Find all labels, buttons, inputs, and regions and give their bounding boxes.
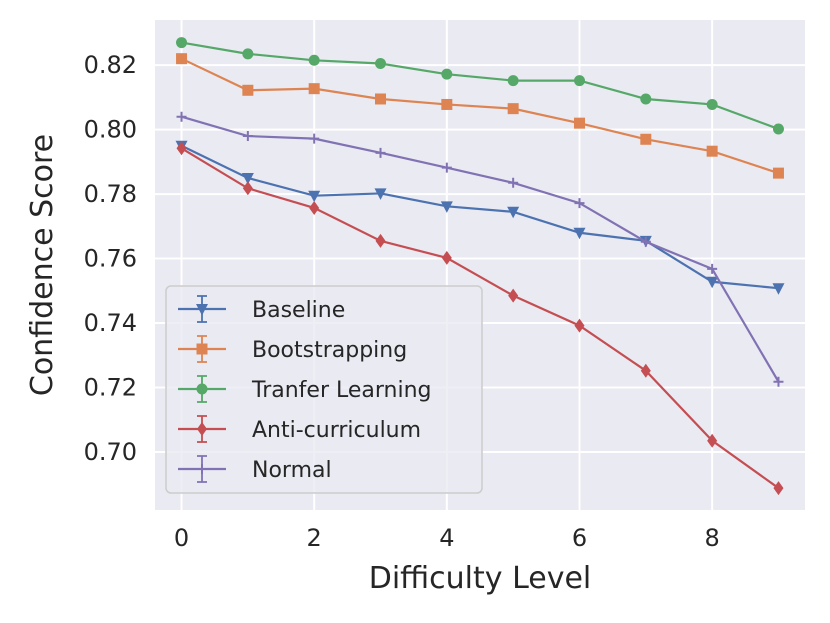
legend-marker [196, 383, 208, 395]
legend-marker [197, 422, 207, 436]
data-point-tranfer-learning [242, 48, 254, 60]
series-layer [175, 37, 785, 496]
data-point-tranfer-learning [706, 98, 718, 110]
tick-labels: 0 2 4 6 8 0.70 0.72 0.74 0.76 0.78 0.80 0.82 [84, 51, 720, 552]
data-point-bootstrapping [573, 117, 585, 129]
x-tick-label: 8 [705, 524, 720, 552]
series-line-anti-curriculum [180, 147, 780, 489]
data-point-normal [242, 131, 253, 142]
legend-marker [197, 464, 207, 474]
data-point-tranfer-learning [308, 54, 320, 66]
data-point-bootstrapping [375, 93, 387, 105]
data-point-normal [574, 198, 585, 209]
data-point-anti-curriculum [707, 433, 718, 448]
data-point-normal [508, 177, 519, 188]
y-tick-label: 0.78 [84, 180, 137, 208]
data-point-bootstrapping [706, 145, 718, 157]
data-point-tranfer-learning [441, 68, 453, 80]
legend-label: Bootstrapping [252, 338, 407, 363]
legend-label: Tranfer Learning [251, 378, 432, 403]
data-point-bootstrapping [242, 84, 254, 96]
data-point-baseline [440, 201, 453, 213]
y-tick-label: 0.74 [84, 309, 137, 337]
data-point-normal [375, 147, 386, 158]
data-point-anti-curriculum [773, 481, 784, 496]
data-point-baseline [374, 188, 387, 200]
data-point-bootstrapping [640, 133, 652, 145]
data-point-bootstrapping [308, 83, 320, 95]
data-point-tranfer-learning [375, 58, 387, 70]
legend-entry-normal: Normal [178, 455, 332, 483]
data-point-bootstrapping [507, 103, 519, 115]
y-tick-label: 0.76 [84, 245, 137, 273]
data-point-normal [707, 263, 718, 274]
x-axis-label: Difficulty Level [369, 561, 592, 596]
legend-label: Normal [252, 458, 332, 483]
series-bootstrapping [176, 53, 784, 179]
data-point-bootstrapping [176, 53, 188, 65]
y-axis-label: Confidence Score [25, 134, 60, 396]
data-point-tranfer-learning [176, 37, 188, 49]
series-line-baseline [181, 144, 779, 290]
data-point-bootstrapping [441, 98, 453, 110]
data-point-tranfer-learning [640, 93, 652, 105]
data-point-baseline [772, 283, 785, 295]
data-point-anti-curriculum [242, 181, 253, 196]
series-line-bootstrapping [181, 57, 779, 175]
data-point-anti-curriculum [176, 141, 187, 156]
data-point-tranfer-learning [507, 75, 519, 87]
data-point-tranfer-learning [772, 123, 784, 135]
legend-marker [196, 304, 208, 316]
data-point-anti-curriculum [441, 250, 452, 265]
data-point-normal [441, 162, 452, 173]
data-point-normal [640, 236, 651, 247]
data-point-baseline [507, 206, 520, 219]
data-point-bootstrapping [772, 167, 784, 179]
legend-entry-tranfer-learning: Tranfer Learning [178, 375, 432, 403]
data-point-tranfer-learning [573, 75, 585, 87]
data-point-baseline [706, 276, 719, 289]
series-anti-curriculum [176, 141, 784, 496]
legend-entry-bootstrapping: Bootstrapping [178, 335, 407, 363]
y-tick-label: 0.82 [84, 51, 137, 79]
x-tick-label: 6 [572, 524, 587, 552]
legend-label: Anti-curriculum [252, 418, 421, 443]
series-normal [176, 111, 784, 387]
y-tick-label: 0.72 [84, 374, 137, 402]
data-point-baseline [308, 190, 321, 203]
x-tick-label: 2 [307, 524, 322, 552]
data-point-anti-curriculum [640, 363, 651, 378]
series-baseline [175, 140, 785, 295]
legend-marker [196, 343, 208, 355]
x-tick-label: 0 [174, 524, 189, 552]
y-tick-label: 0.70 [84, 438, 137, 466]
legend: Baseline Bootstrapping Tranfer Learning Ant… [165, 285, 483, 494]
data-point-baseline [241, 172, 254, 185]
data-point-normal [176, 111, 187, 122]
legend-label: Baseline [252, 298, 345, 323]
data-point-baseline [573, 227, 586, 240]
data-point-normal [773, 376, 784, 387]
data-point-anti-curriculum [375, 233, 386, 248]
data-point-anti-curriculum [508, 288, 519, 303]
series-tranfer-learning [176, 37, 784, 135]
data-point-anti-curriculum [309, 200, 320, 215]
series-line-tranfer-learning [181, 41, 779, 130]
series-line-normal [181, 115, 780, 383]
legend-entry-baseline: Baseline [178, 295, 345, 323]
data-point-normal [309, 133, 320, 144]
y-tick-label: 0.80 [84, 116, 137, 144]
legend-entry-anti-curriculum: Anti-curriculum [178, 415, 421, 443]
data-point-anti-curriculum [574, 318, 585, 333]
legend-box [165, 285, 483, 494]
x-tick-label: 4 [439, 524, 454, 552]
